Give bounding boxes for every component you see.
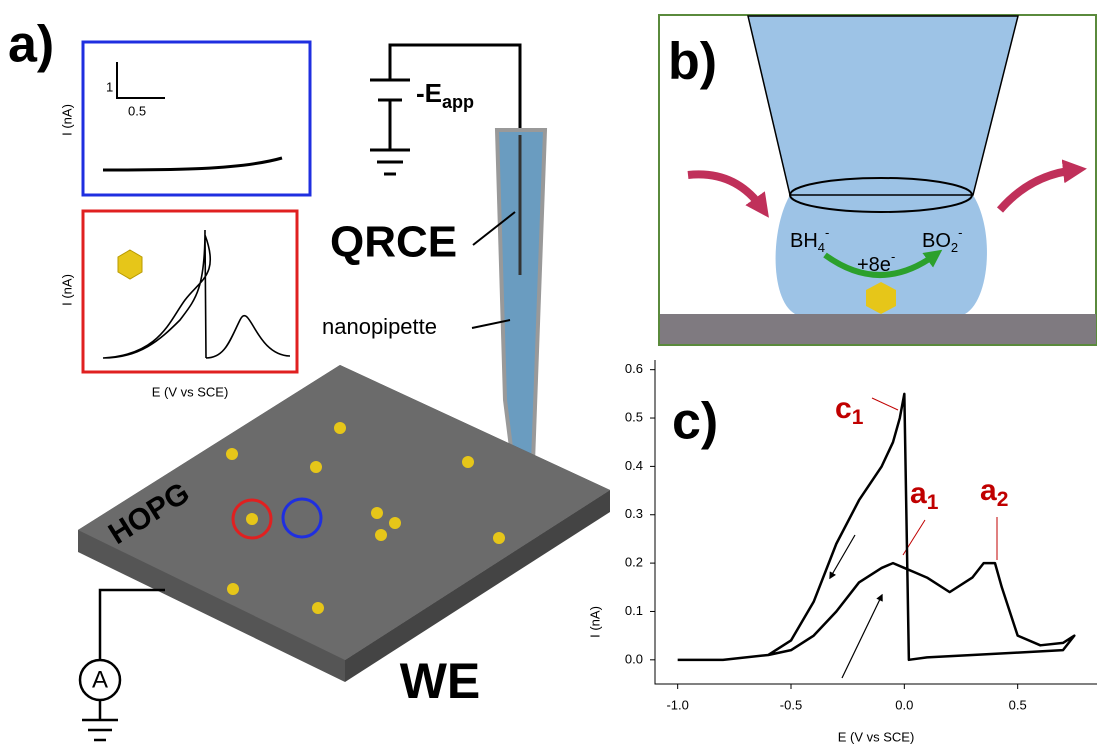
electrode-label: QRCE [330, 218, 457, 267]
x-tick-label: 0.0 [895, 697, 913, 712]
annotation-sub: 2 [997, 488, 1009, 511]
x-tick-label: -1.0 [666, 697, 688, 712]
inset-red [81, 209, 299, 374]
axes [654, 360, 1097, 685]
annotation: a2 [980, 474, 1008, 511]
y-tick-label: 0.1 [625, 603, 643, 618]
y-axis-label: I (nA) [587, 606, 602, 638]
panel-label: b) [668, 33, 717, 91]
y-tick-label: 0.4 [625, 458, 643, 473]
y-tick-label: 0.5 [625, 409, 643, 424]
formula-sub: 4 [818, 240, 825, 255]
ammeter-label: A [92, 666, 108, 693]
formula: BH [790, 230, 818, 252]
nanoparticle [117, 249, 143, 280]
annotation-sub: 1 [852, 406, 864, 429]
reaction-arrow [823, 249, 943, 278]
we-label: WE [400, 653, 481, 709]
pipette-label: nanopipette [322, 314, 437, 339]
plot: 0.0 0.1 0.2 0.3 0.4 0.5 0.6 -1.0 -0.5 0.0 0.5 [625, 361, 1076, 712]
panel-label: c) [672, 393, 718, 451]
product: BO2- [922, 225, 962, 255]
formula-sub: 2 [951, 240, 958, 255]
leader [871, 397, 899, 411]
nanoparticle [866, 282, 896, 314]
leader [472, 211, 516, 246]
annotation-sub: 1 [927, 491, 939, 514]
scan-arrow [841, 593, 883, 679]
inset-y-label: I (nA) [59, 104, 74, 136]
panel-label: a) [8, 16, 54, 74]
inset-trace [102, 229, 291, 359]
y-tick-label: 0.6 [625, 361, 643, 376]
potential-sub: app [442, 92, 474, 112]
ammeter [78, 658, 122, 702]
formula-sup: - [825, 225, 829, 240]
slab-side [345, 490, 610, 682]
inset-x-label: E (V vs SCE) [152, 384, 229, 399]
red-circle [231, 498, 273, 540]
blue-circle [281, 497, 323, 539]
y-tick-label: 0.0 [625, 651, 643, 666]
particles [226, 422, 505, 614]
annotation-main: a [910, 477, 927, 510]
y-tick-label: 0.2 [625, 555, 643, 570]
droplet [775, 195, 987, 314]
hopg [78, 365, 610, 660]
scan-arrow [829, 534, 856, 580]
formula-sup: - [958, 225, 962, 240]
annotation: c1 [835, 392, 864, 429]
flow-arrow [687, 170, 769, 218]
inset-trace [102, 156, 283, 172]
y-tick-label: 0.3 [625, 506, 643, 521]
reactant: BH4- [790, 225, 829, 255]
x-axis-label: E (V vs SCE) [838, 729, 915, 744]
x-tick-label: -0.5 [780, 697, 802, 712]
x-tick-label: 0.5 [1009, 697, 1027, 712]
ammeter-wire [82, 588, 165, 742]
potential-main: -E [416, 78, 442, 108]
flow-arrow [996, 159, 1087, 213]
formula-sup: - [891, 249, 895, 264]
cv-line [677, 392, 1076, 662]
inset-y-label: I (nA) [59, 274, 74, 306]
annotation: a1 [910, 477, 939, 514]
scale-label: 0.5 [128, 103, 146, 118]
pipette-opening [789, 177, 973, 213]
electrons: +8e- [857, 249, 895, 276]
scale-bar [116, 62, 165, 99]
formula: +8e [857, 254, 891, 276]
annotation-main: a [980, 474, 997, 507]
battery [370, 78, 410, 176]
annotation-main: c [835, 392, 852, 425]
leader [471, 319, 511, 329]
potential-label: -Eapp [416, 78, 474, 112]
pipette-cone [747, 15, 1019, 196]
substrate [660, 314, 1096, 344]
scale-label: 1 [106, 79, 113, 94]
inset-blue [81, 40, 312, 197]
formula: BO [922, 230, 951, 252]
